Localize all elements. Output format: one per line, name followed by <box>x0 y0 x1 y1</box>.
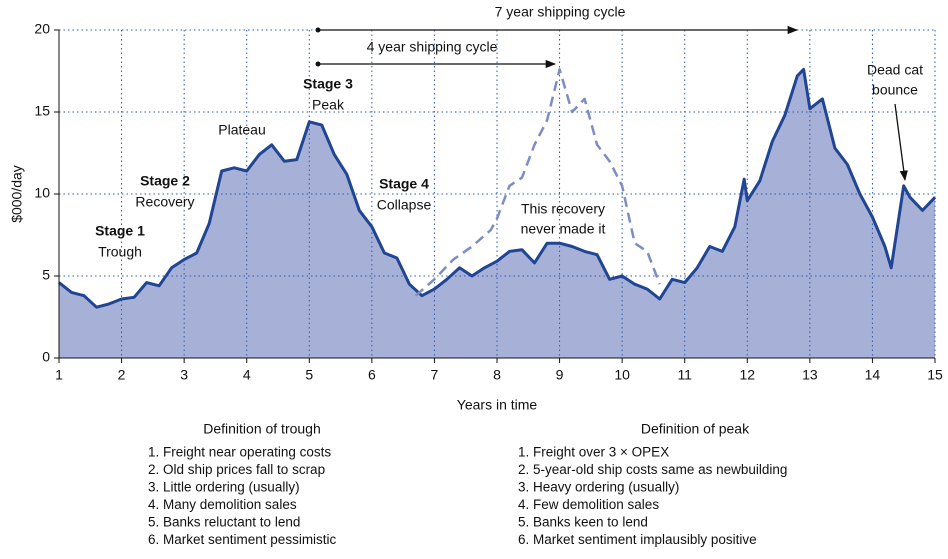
annotation: Recovery <box>135 194 194 210</box>
y-tick-label: 0 <box>42 349 50 365</box>
arrow-start <box>315 61 321 67</box>
y-tick-label: 15 <box>34 103 50 119</box>
definition-item: 2. 5-year-old ship costs same as newbuil… <box>518 462 787 477</box>
definition-item: 3. Heavy ordering (usually) <box>518 480 679 495</box>
x-tick-label: 4 <box>243 367 251 383</box>
x-tick-label: 12 <box>739 367 755 383</box>
definition-item: 1. Freight near operating costs <box>148 445 331 460</box>
area <box>59 69 935 359</box>
annotation: Plateau <box>218 122 265 138</box>
x-axis-label: Years in time <box>457 397 538 413</box>
definition-item: 4. Many demolition sales <box>148 497 297 512</box>
arrow-start <box>315 27 321 33</box>
annotation: 4 year shipping cycle <box>367 39 498 55</box>
definition-item: 6. Market sentiment pessimistic <box>148 532 337 547</box>
x-tick-label: 2 <box>118 367 126 383</box>
y-axis-label: $000/day <box>9 165 25 223</box>
line <box>58 67 937 309</box>
x-tick-label: 1 <box>55 367 63 383</box>
x-tick-label: 13 <box>802 367 818 383</box>
x-tick-label: 7 <box>431 367 439 383</box>
annotation: Stage 1 <box>95 223 145 239</box>
x-tick-label: 10 <box>614 367 630 383</box>
annotation: Collapse <box>377 197 432 213</box>
definition-item: 2. Old ship prices fall to scrap <box>148 462 325 477</box>
x-tick-label: 15 <box>927 367 943 383</box>
definition-item: 6. Market sentiment implausibly positive <box>518 532 757 547</box>
y-tick-label: 10 <box>34 185 50 201</box>
x-tick-label: 11 <box>677 367 692 383</box>
annotation: 7 year shipping cycle <box>495 4 626 20</box>
definition-item: 3. Little ordering (usually) <box>148 480 300 495</box>
annotation: Stage 4 <box>379 176 429 192</box>
definition-item: 4. Few demolition sales <box>518 497 659 512</box>
annotation: Dead cat <box>867 62 923 78</box>
y-tick-label: 5 <box>42 267 50 283</box>
x-tick-label: 5 <box>305 367 313 383</box>
definition-item: 5. Banks keen to lend <box>518 515 648 530</box>
annotation: never made it <box>521 221 606 237</box>
x-tick-label: 8 <box>493 367 501 383</box>
definition-title: Definition of trough <box>203 421 321 437</box>
annotation: This recovery <box>521 201 605 217</box>
definition-item: 1. Freight over 3 × OPEX <box>518 445 669 460</box>
x-tick-label: 6 <box>368 367 376 383</box>
definitions: Definition of trough Definition of peak … <box>148 421 787 547</box>
y-tick-label: 20 <box>34 21 50 37</box>
x-tick-label: 9 <box>556 367 564 383</box>
annotation: Peak <box>312 97 345 113</box>
annotation: Stage 3 <box>303 76 353 92</box>
x-tick-label: 14 <box>865 367 881 383</box>
x-tick-label: 3 <box>180 367 188 383</box>
annotations: Stage 1 Trough Stage 2 Recovery Plateau … <box>95 4 923 260</box>
dashed-line <box>414 68 661 297</box>
annotation: Stage 2 <box>140 173 190 189</box>
arrow <box>894 103 908 182</box>
annotation: bounce <box>872 82 918 98</box>
definition-title: Definition of peak <box>641 421 750 437</box>
definition-item: 5. Banks reluctant to lend <box>148 515 300 530</box>
annotation: Trough <box>98 244 142 260</box>
